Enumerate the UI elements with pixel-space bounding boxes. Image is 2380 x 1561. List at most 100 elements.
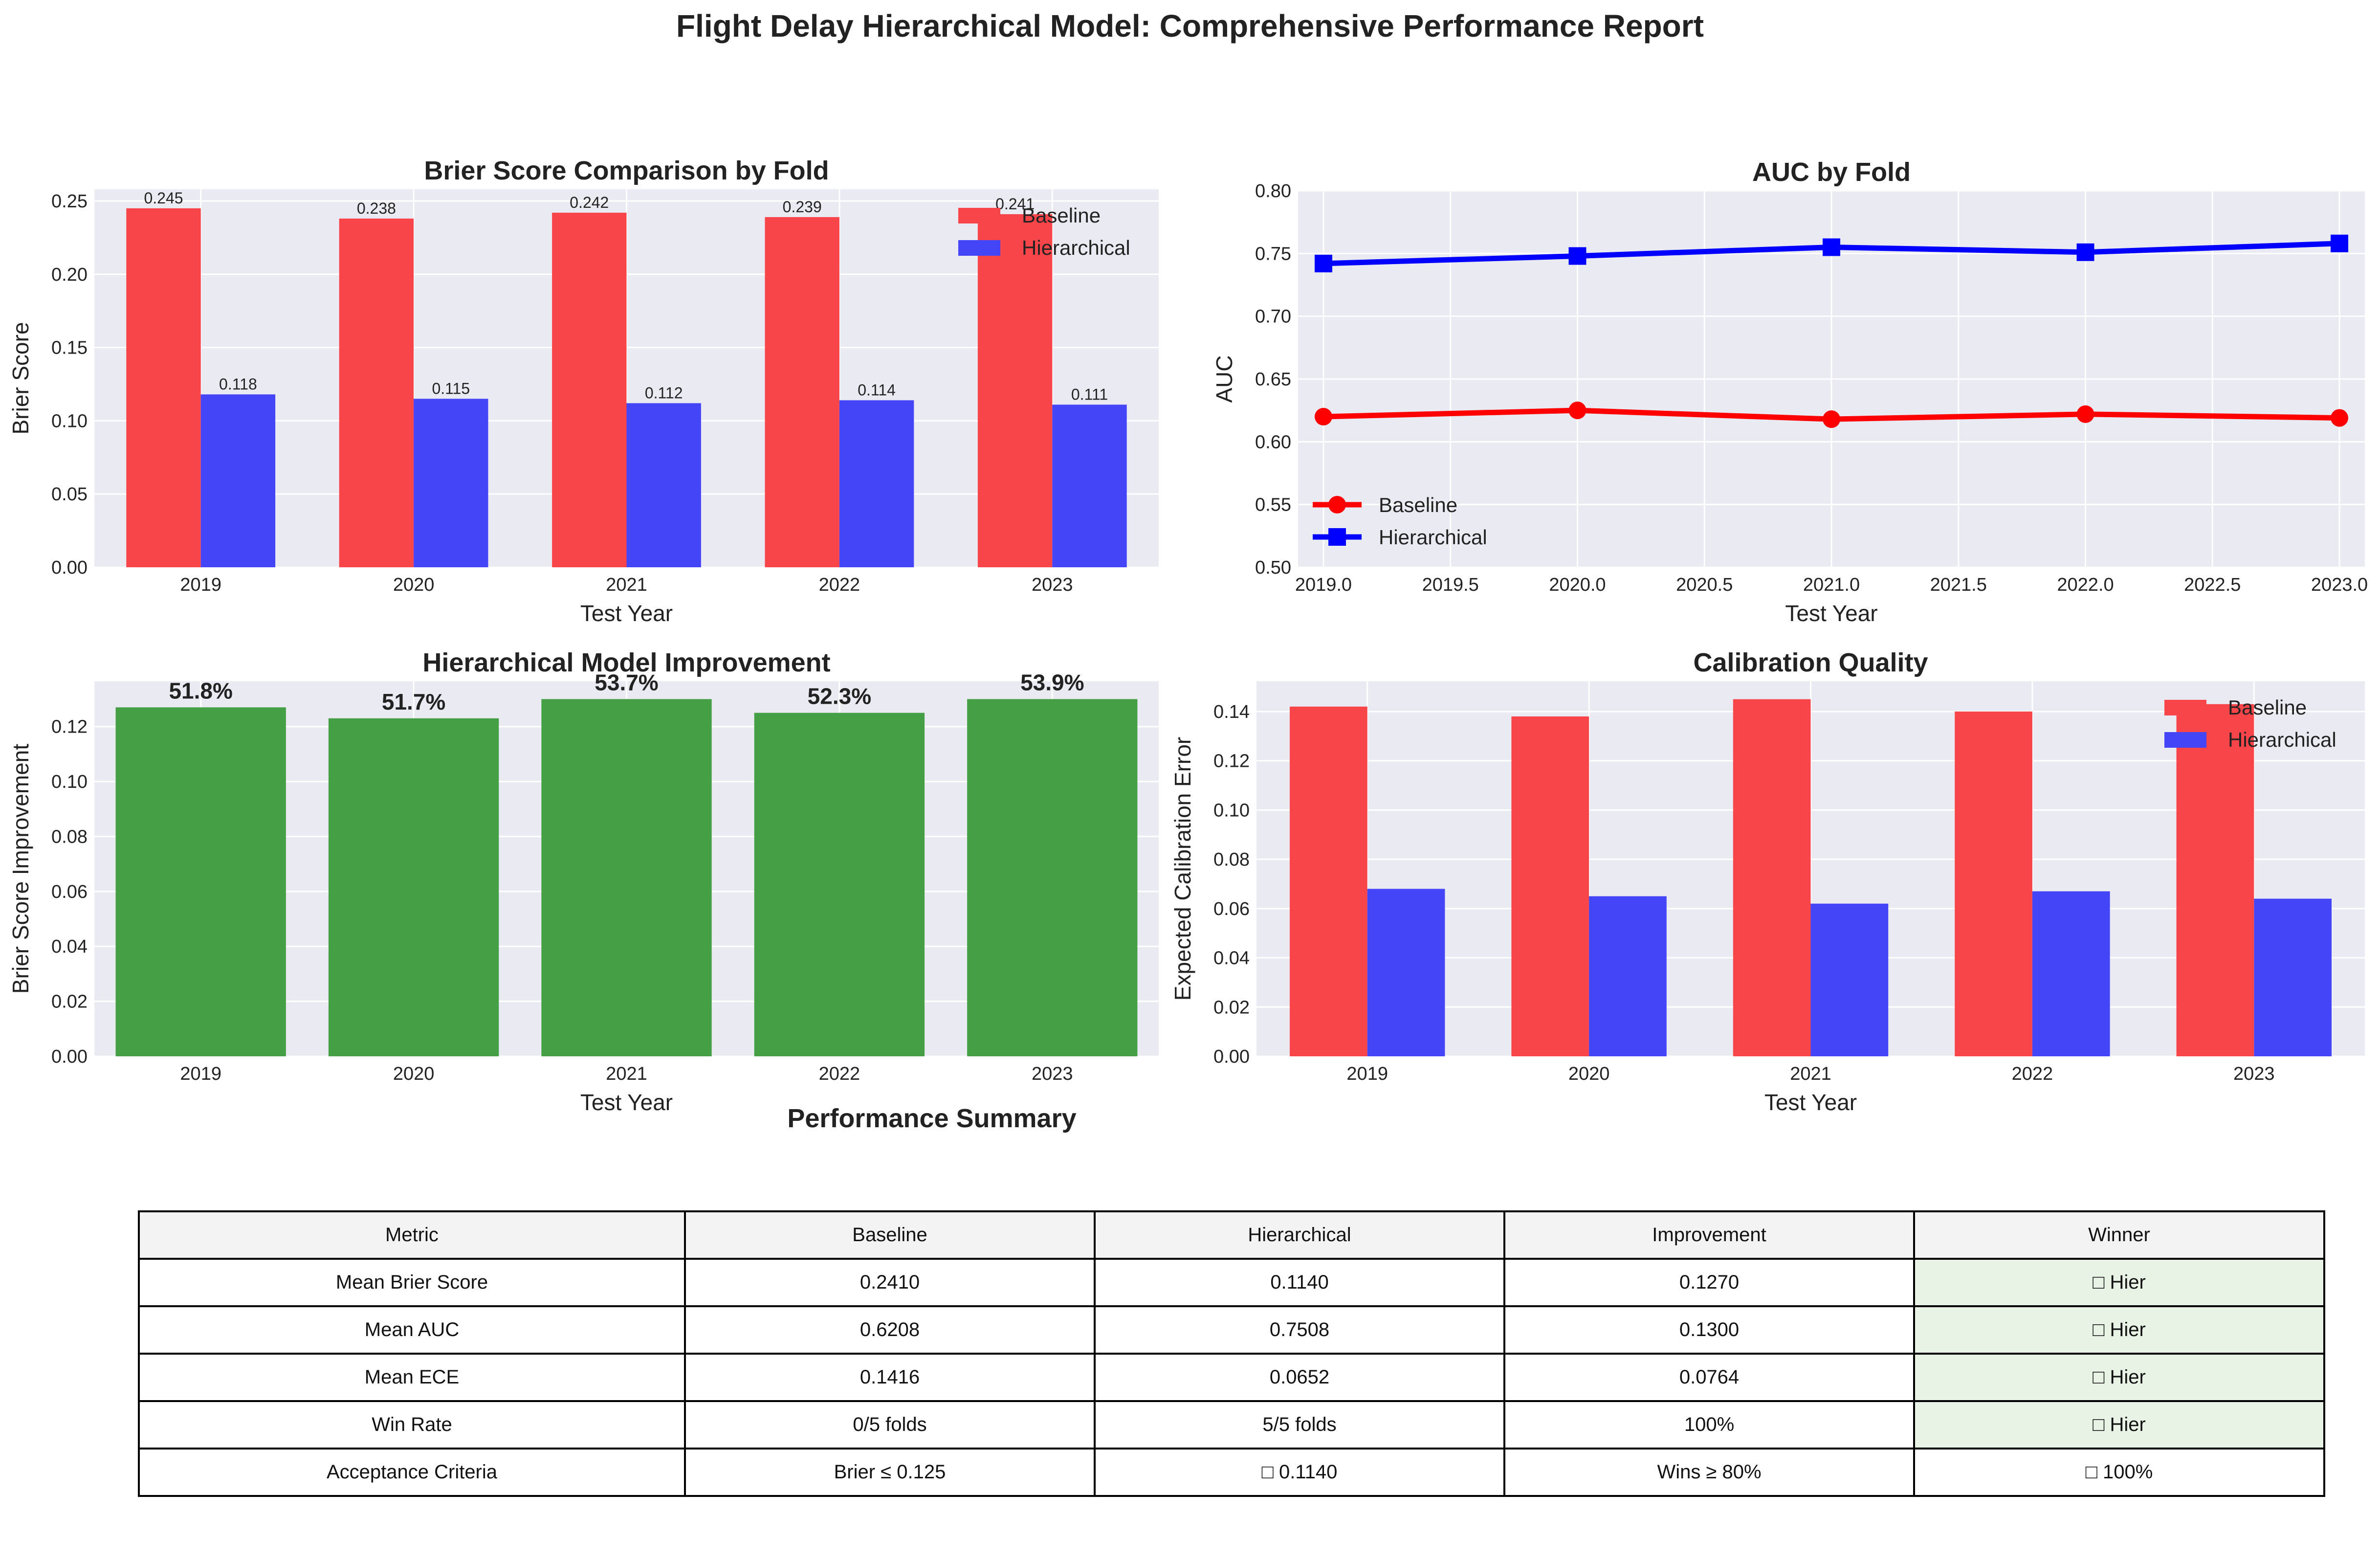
y-tick-label: 0.55 — [1255, 495, 1291, 515]
bar-value-label: 0.118 — [219, 375, 257, 393]
bar — [1589, 896, 1667, 1056]
y-tick-label: 0.25 — [51, 191, 88, 212]
data-point — [1314, 254, 1332, 272]
table-header-cell: Hierarchical — [1094, 1210, 1505, 1260]
bar — [2254, 898, 2332, 1056]
y-tick-label: 0.04 — [1213, 948, 1250, 969]
bar-value-label: 53.7% — [595, 670, 658, 695]
data-point — [2331, 409, 2349, 427]
x-tick-label: 2021 — [606, 1064, 647, 1084]
bar — [200, 394, 276, 567]
bar — [115, 707, 286, 1056]
table-cell: 0.6208 — [684, 1305, 1096, 1355]
x-tick-label: 2021.0 — [1803, 575, 1860, 595]
y-axis-label: AUC — [1212, 355, 1237, 402]
table-title: Performance Summary — [787, 1104, 1076, 1133]
table-header-cell: Winner — [1913, 1210, 2325, 1260]
x-tick-label: 2021 — [1790, 1064, 1831, 1084]
bar — [839, 400, 914, 567]
table-cell: Mean AUC — [138, 1305, 686, 1355]
bar-value-label: 0.242 — [570, 194, 609, 211]
bar — [626, 403, 701, 567]
x-tick-label: 2023.0 — [2311, 575, 2368, 595]
chart-title: Calibration Quality — [1693, 648, 1928, 677]
bar — [754, 713, 925, 1056]
y-tick-label: 0.06 — [51, 882, 88, 902]
bar — [977, 214, 1053, 568]
table-cell: 0.1270 — [1503, 1258, 1915, 1307]
table-header-cell: Improvement — [1503, 1210, 1915, 1260]
data-point — [2076, 405, 2094, 423]
legend-label: Hierarchical — [2228, 728, 2336, 751]
bar-value-label: 0.241 — [995, 195, 1035, 213]
y-tick-label: 0.00 — [51, 558, 88, 578]
y-tick-label: 0.14 — [1213, 702, 1250, 722]
data-point — [1568, 247, 1587, 265]
legend-marker — [1328, 528, 1346, 546]
y-tick-label: 0.08 — [1213, 849, 1250, 870]
x-tick-label: 2019 — [1346, 1064, 1388, 1084]
bar — [2176, 704, 2254, 1056]
legend-label: Hierarchical — [1022, 236, 1130, 259]
table-cell: 0.0764 — [1503, 1353, 1915, 1402]
table-cell: Acceptance Criteria — [138, 1448, 686, 1497]
x-axis-label: Test Year — [580, 601, 673, 626]
y-axis-label: Expected Calibration Error — [1170, 737, 1195, 1001]
data-point — [1568, 401, 1587, 420]
calibration-chart: 0.00 0.02 0.04 0.06 0.08 0.10 0.12 0.14 2019 2020… — [1170, 648, 2365, 1115]
bar-value-label: 0.114 — [858, 381, 896, 399]
x-tick-label: 2022 — [819, 1064, 860, 1084]
x-tick-label: 2020.5 — [1676, 575, 1733, 595]
y-axis-label: Brier Score Improvement — [8, 744, 33, 994]
bar-value-label: 0.115 — [432, 379, 470, 397]
x-tick-label: 2019.5 — [1422, 575, 1479, 595]
x-tick-label: 2021.5 — [1930, 575, 1987, 595]
bar — [765, 217, 839, 567]
x-tick-label: 2019 — [180, 575, 221, 595]
x-axis-label: Test Year — [1785, 601, 1877, 626]
bar — [339, 218, 414, 567]
x-tick-label: 2022.5 — [2184, 575, 2241, 595]
bar-value-label: 51.8% — [169, 678, 232, 703]
x-axis-label: Test Year — [580, 1090, 673, 1115]
x-tick-label: 2022 — [2012, 1064, 2053, 1084]
bar — [328, 718, 499, 1056]
winner-cell: □ 100% — [1913, 1448, 2325, 1497]
legend-swatch — [2164, 732, 2206, 748]
bar — [541, 699, 712, 1056]
table-cell: 0.1300 — [1503, 1305, 1915, 1355]
legend-label: Baseline — [1022, 204, 1101, 227]
x-tick-label: 2023 — [2233, 1064, 2275, 1084]
chart-title: Brier Score Comparison by Fold — [424, 156, 829, 185]
x-tick-label: 2019 — [180, 1064, 221, 1084]
y-tick-label: 0.75 — [1255, 244, 1291, 264]
y-tick-label: 0.65 — [1255, 369, 1291, 390]
table-row: Win Rate 0/5 folds 5/5 folds 100% □ Hier — [138, 1400, 2325, 1450]
y-tick-label: 0.12 — [1213, 751, 1250, 772]
table-cell: 100% — [1503, 1400, 1915, 1450]
table-row: Mean ECE 0.1416 0.0652 0.0764 □ Hier — [138, 1353, 2325, 1402]
bar — [1511, 716, 1589, 1056]
table-cell: Win Rate — [138, 1400, 686, 1450]
performance-summary-table: Metric Baseline Hierarchical Improvement Win… — [138, 1210, 2325, 1497]
y-tick-label: 0.15 — [51, 338, 88, 358]
bar-value-label: 53.9% — [1020, 670, 1084, 695]
table-header-cell: Metric — [138, 1210, 686, 1260]
y-tick-label: 0.70 — [1255, 307, 1291, 327]
y-tick-label: 0.05 — [51, 484, 88, 505]
data-point — [1823, 410, 1840, 428]
table-cell: 0.7508 — [1094, 1305, 1505, 1355]
winner-cell: □ Hier — [1913, 1258, 2325, 1307]
table-cell: 5/5 folds — [1094, 1400, 1505, 1450]
y-tick-label: 0.06 — [1213, 899, 1250, 919]
y-tick-label: 0.02 — [51, 992, 88, 1012]
y-tick-label: 0.12 — [51, 717, 88, 737]
x-tick-label: 2021 — [606, 575, 647, 595]
chart-title: AUC by Fold — [1752, 157, 1911, 187]
x-tick-label: 2022.0 — [2057, 575, 2114, 595]
bar — [1290, 706, 1367, 1056]
bar — [1733, 699, 1811, 1056]
x-tick-label: 2020 — [393, 575, 435, 595]
table-cell: 0.1140 — [1094, 1258, 1505, 1307]
